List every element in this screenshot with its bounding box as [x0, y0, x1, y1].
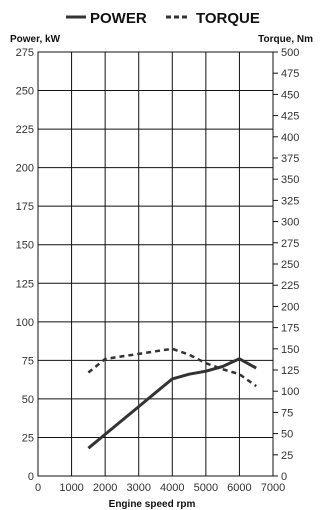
y-left-tick-label: 275	[16, 47, 34, 59]
grid	[37, 51, 278, 477]
legend-label-torque: TORQUE	[196, 10, 260, 27]
tick-labels: 0 1000 2000 3000 4000 5000 6000 700002550751001…	[16, 47, 300, 494]
y-right-tick-label: 175	[281, 323, 299, 335]
y-left-tick-label: 175	[16, 201, 34, 213]
y-right-tick-label: 400	[281, 132, 299, 144]
x-axis-title: Engine speed rpm	[109, 499, 196, 510]
series-line-power	[87, 357, 257, 450]
left-axis-title: Power, kW	[10, 34, 61, 45]
y-right-tick-label: 300	[281, 217, 299, 229]
x-tick-label: 0	[35, 482, 41, 494]
legend: POWER TORQUE	[66, 10, 260, 27]
y-left-tick-label: 75	[22, 355, 34, 367]
y-right-tick-label: 200	[281, 301, 299, 313]
y-right-tick-label: 225	[281, 280, 299, 292]
y-right-tick-label: 100	[281, 386, 299, 398]
y-left-tick-label: 100	[16, 317, 34, 329]
y-right-tick-label: 325	[281, 195, 299, 207]
legend-label-power: POWER	[90, 10, 147, 27]
y-right-tick-label: 450	[281, 89, 299, 101]
y-left-tick-label: 0	[28, 471, 34, 483]
x-tick-label: 3000	[126, 482, 150, 494]
x-tick-label: 2000	[93, 482, 117, 494]
x-tick-label: 6000	[227, 482, 251, 494]
y-left-tick-label: 225	[16, 124, 34, 136]
y-left-tick-label: 250	[16, 86, 34, 98]
x-tick-label: 7000	[261, 482, 285, 494]
plot-frame	[37, 51, 274, 477]
y-left-tick-label: 125	[16, 278, 34, 290]
y-right-tick-label: 275	[281, 238, 299, 250]
right-axis-title: Torque, Nm	[258, 34, 313, 45]
y-right-tick-label: 250	[281, 259, 299, 271]
x-tick-label: 1000	[59, 482, 83, 494]
y-right-tick-label: 75	[281, 407, 293, 419]
y-left-tick-label: 25	[22, 432, 34, 444]
y-right-tick-label: 0	[281, 471, 287, 483]
y-right-tick-label: 350	[281, 174, 299, 186]
y-left-tick-label: 50	[22, 394, 34, 406]
y-right-tick-label: 125	[281, 365, 299, 377]
y-right-tick-label: 425	[281, 111, 299, 123]
x-tick-label: 4000	[160, 482, 184, 494]
y-right-tick-label: 25	[281, 450, 293, 462]
y-right-tick-label: 475	[281, 68, 299, 80]
y-right-tick-label: 50	[281, 429, 293, 441]
y-left-tick-label: 150	[16, 240, 34, 252]
series-lines	[87, 347, 257, 450]
y-right-tick-label: 375	[281, 153, 299, 165]
x-tick-label: 5000	[194, 482, 218, 494]
y-left-tick-label: 200	[16, 163, 34, 175]
y-right-tick-label: 150	[281, 344, 299, 356]
y-right-tick-label: 500	[281, 47, 299, 59]
